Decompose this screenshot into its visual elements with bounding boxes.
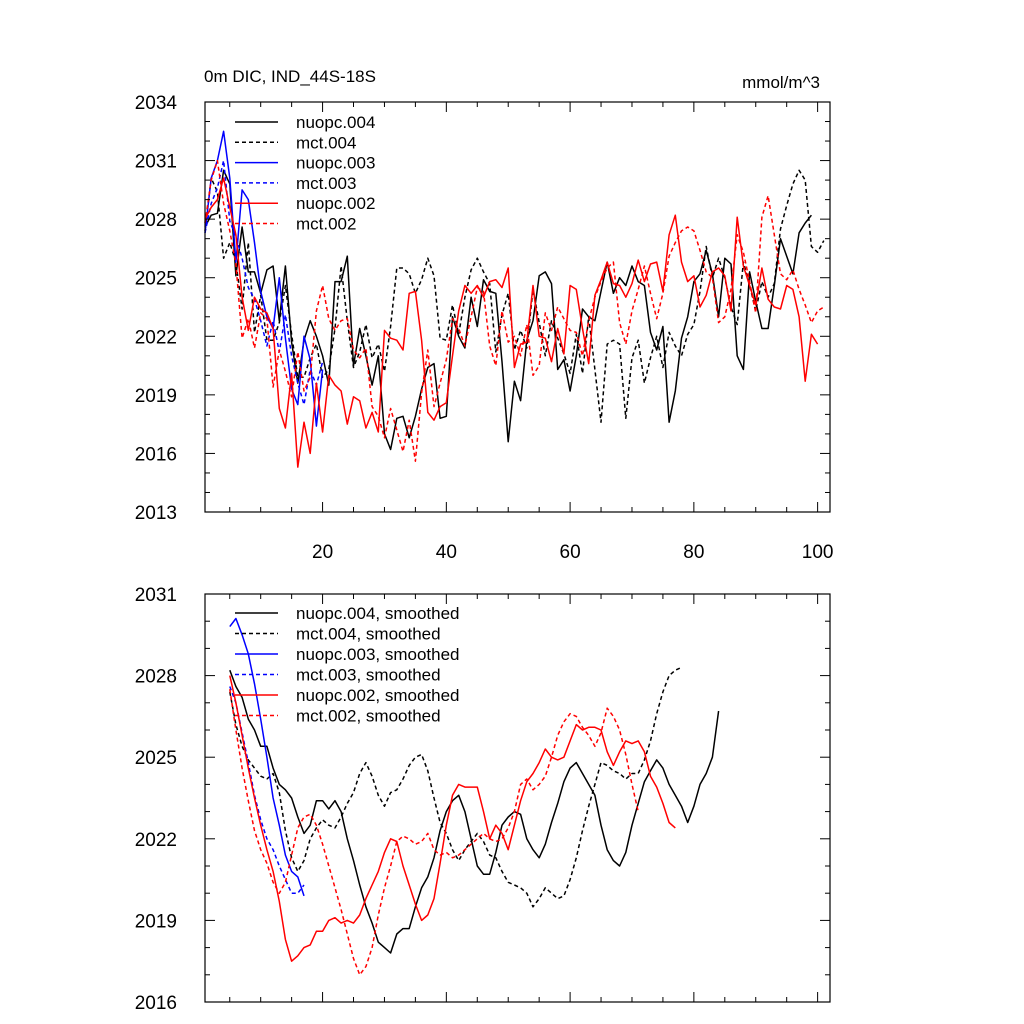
bottom-chart-panel: 2016 2019 2022 2025 2028 2031 nuopc.004, smoo… bbox=[135, 585, 831, 1014]
bottom-y-tick-label: 2028 bbox=[135, 667, 177, 688]
top-legend-label: mct.004 bbox=[296, 133, 356, 152]
top-y-tick-label: 2022 bbox=[135, 327, 177, 348]
top-series-line-4 bbox=[204, 177, 819, 468]
top-x-tick-label: 60 bbox=[560, 542, 581, 563]
top-y-tick-label: 2013 bbox=[135, 503, 177, 524]
bottom-series-line-4 bbox=[229, 675, 676, 962]
top-chart-units: mmol/m^3 bbox=[742, 73, 820, 92]
top-chart-title: 0m DIC, IND_44S-18S bbox=[204, 67, 376, 86]
top-x-tick-label: 40 bbox=[436, 542, 457, 563]
bottom-axis-ticks: 2016 2019 2022 2025 2028 2031 bbox=[135, 585, 830, 1014]
bottom-series-line-2 bbox=[229, 617, 305, 897]
top-y-tick-label: 2031 bbox=[135, 152, 177, 173]
top-series-lines bbox=[204, 130, 825, 468]
top-series-line-1 bbox=[204, 169, 825, 423]
top-series-line-0 bbox=[204, 169, 812, 451]
top-x-tick-label: 80 bbox=[683, 542, 704, 563]
top-y-tick-label: 2025 bbox=[135, 269, 177, 290]
top-legend-label: nuopc.002 bbox=[296, 194, 375, 213]
bottom-legend-label: mct.002, smoothed bbox=[296, 707, 441, 726]
bottom-y-tick-label: 2016 bbox=[135, 993, 177, 1014]
bottom-legend-label: mct.003, smoothed bbox=[296, 666, 441, 685]
top-legend-label: nuopc.003 bbox=[296, 154, 375, 173]
top-legend-label: mct.002 bbox=[296, 215, 356, 234]
bottom-series-line-3 bbox=[229, 686, 305, 894]
top-y-tick-label: 2034 bbox=[135, 93, 178, 114]
top-y-tick-label: 2028 bbox=[135, 210, 177, 231]
bottom-series-line-1 bbox=[229, 666, 682, 908]
top-legend-label: mct.003 bbox=[296, 174, 356, 193]
bottom-legend-label: nuopc.002, smoothed bbox=[296, 686, 460, 705]
top-plot-frame bbox=[204, 101, 831, 513]
top-y-tick-label: 2016 bbox=[135, 444, 177, 465]
bottom-series-lines bbox=[229, 617, 720, 976]
top-series-line-3 bbox=[204, 159, 324, 406]
top-legend-label: nuopc.004 bbox=[296, 113, 375, 132]
top-x-tick-label: 20 bbox=[312, 542, 333, 563]
top-y-tick-label: 2019 bbox=[135, 386, 177, 407]
top-axis-ticks: 20 40 60 80 100 2013 2016 2019 2022 2025 2028 2031 2… bbox=[135, 93, 834, 563]
bottom-legend-label: nuopc.004, smoothed bbox=[296, 604, 460, 623]
bottom-series-line-5 bbox=[229, 689, 639, 976]
bottom-legend-label: mct.004, smoothed bbox=[296, 625, 441, 644]
top-chart-panel: 0m DIC, IND_44S-18S mmol/m^3 20 40 60 80 100… bbox=[135, 67, 834, 563]
bottom-y-tick-label: 2019 bbox=[135, 911, 177, 932]
top-series-line-5 bbox=[204, 159, 825, 462]
top-x-tick-label: 100 bbox=[802, 542, 834, 563]
top-series-line-2 bbox=[204, 130, 324, 427]
bottom-y-tick-label: 2031 bbox=[135, 585, 177, 606]
bottom-legend-label: nuopc.003, smoothed bbox=[296, 645, 460, 664]
bottom-y-tick-label: 2025 bbox=[135, 748, 177, 769]
bottom-plot-frame bbox=[204, 593, 831, 1003]
bottom-y-tick-label: 2022 bbox=[135, 830, 177, 851]
